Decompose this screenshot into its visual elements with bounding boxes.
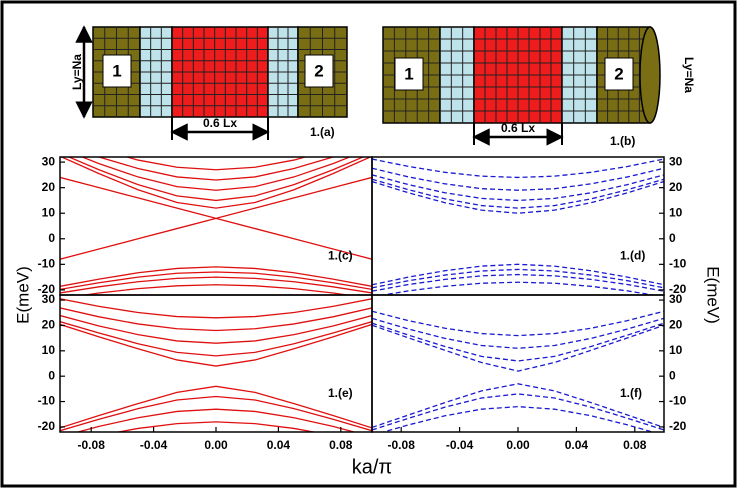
y-tick-label: -10 — [38, 394, 56, 408]
y-tick-label: 10 — [669, 205, 683, 219]
y-tick-label: 30 — [669, 292, 683, 306]
x-tick-label: -0.04 — [140, 438, 168, 452]
y-tick-label: 10 — [669, 343, 683, 357]
x-tick-label: 0.00 — [204, 438, 228, 452]
y-tick-label: 0 — [669, 368, 676, 382]
x-tick-label: 0.04 — [267, 438, 291, 452]
length-label: 0.6 Lx — [501, 121, 535, 135]
y-tick-label: 0 — [669, 231, 676, 245]
panel-label: 1.(d) — [620, 249, 645, 263]
y-tick-label: -20 — [669, 419, 687, 433]
x-tick-label: 0.08 — [623, 438, 647, 452]
panel-label: 1.(c) — [328, 249, 353, 263]
y-axis-label: E(meV) — [13, 266, 32, 324]
lead-label: 1 — [112, 61, 121, 80]
x-tick-label: -0.04 — [446, 438, 474, 452]
y-tick-label: -10 — [669, 257, 687, 271]
width-label: Ly=Na — [70, 54, 84, 90]
figure: 1 2 0.6 Lx 1.(a) Ly=Na 1 2 0.6 Lx 1.(b) Ly=Na -20… — [0, 0, 737, 488]
y-tick-label: 10 — [42, 343, 56, 357]
y-tick-label: 20 — [669, 318, 683, 332]
y-tick-label: -20 — [38, 419, 56, 433]
length-label: 0.6 Lx — [203, 116, 237, 130]
panel-label: 1.(e) — [328, 386, 353, 400]
x-tick-label: -0.08 — [388, 438, 416, 452]
width-label: Ly=Na — [682, 57, 696, 93]
y-tick-label: 0 — [48, 368, 55, 382]
x-tick-label: 0.04 — [565, 438, 589, 452]
y-tick-label: 30 — [42, 154, 56, 168]
y-tick-label: 10 — [42, 205, 56, 219]
lead-label: 1 — [404, 64, 413, 83]
x-tick-label: -0.08 — [78, 438, 106, 452]
panel-label: 1.(b) — [610, 134, 635, 148]
y-tick-label: 20 — [42, 318, 56, 332]
y-axis-label: E(meV) — [704, 266, 723, 324]
cylinder-end — [640, 27, 660, 123]
y-tick-label: 0 — [48, 231, 55, 245]
lead-label: 2 — [314, 61, 323, 80]
x-axis-label: ka/π — [352, 456, 392, 478]
lead-label: 2 — [614, 64, 623, 83]
y-tick-label: -10 — [669, 394, 687, 408]
x-tick-label: 0.00 — [506, 438, 530, 452]
x-tick-label: 0.08 — [329, 438, 353, 452]
y-tick-label: 20 — [42, 180, 56, 194]
y-tick-label: 20 — [669, 180, 683, 194]
panel-label: 1.(a) — [310, 125, 335, 139]
panel-label: 1.(f) — [620, 386, 642, 400]
y-tick-label: 30 — [669, 154, 683, 168]
y-tick-label: -10 — [38, 257, 56, 271]
y-tick-label: 30 — [42, 292, 56, 306]
